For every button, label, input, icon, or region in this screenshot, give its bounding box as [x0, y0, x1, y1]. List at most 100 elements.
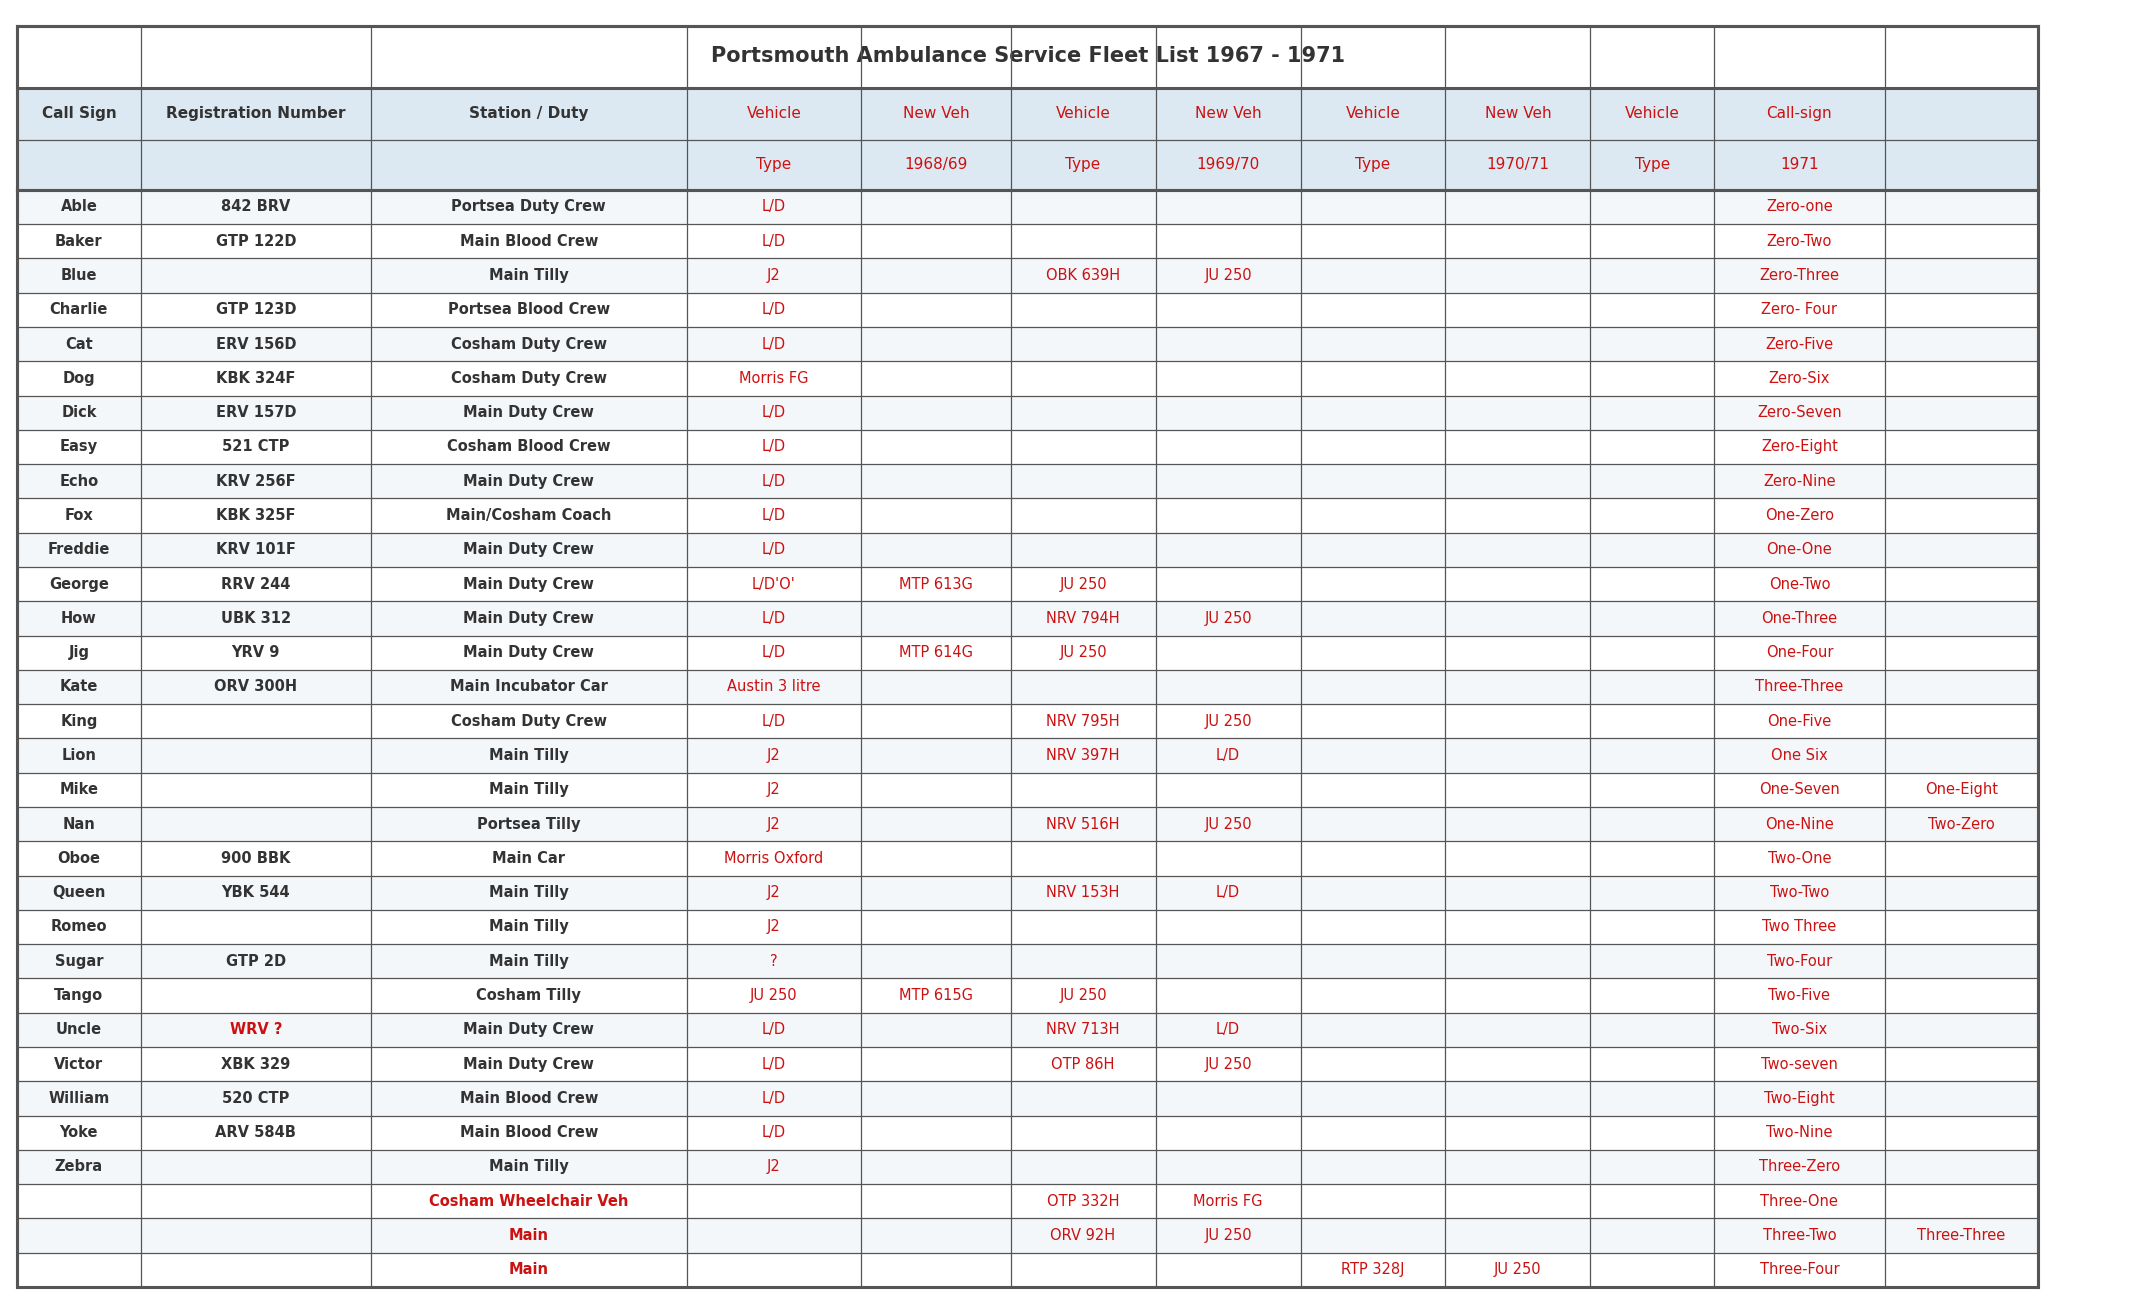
Text: Main Duty Crew: Main Duty Crew [463, 1057, 595, 1071]
Text: J2: J2 [768, 1160, 780, 1174]
Text: Jig: Jig [68, 645, 90, 660]
Text: J2: J2 [768, 747, 780, 763]
Text: Main Blood Crew: Main Blood Crew [461, 1091, 597, 1106]
Text: L/D: L/D [761, 473, 787, 489]
Text: L/D: L/D [761, 303, 787, 317]
Text: L/D: L/D [761, 542, 787, 558]
Text: Two-seven: Two-seven [1761, 1057, 1838, 1071]
Bar [17, 395, 2038, 430]
Text: Main Duty Crew: Main Duty Crew [463, 473, 595, 489]
Text: Vehicle: Vehicle [746, 105, 802, 121]
Text: Morris Oxford: Morris Oxford [725, 852, 823, 866]
Text: Three-Three: Three-Three [1917, 1228, 2006, 1243]
Text: Two-Two: Two-Two [1770, 885, 1829, 900]
Text: 1970/71: 1970/71 [1486, 156, 1550, 172]
Text: L/D: L/D [761, 337, 787, 351]
Text: YBK 544: YBK 544 [222, 885, 290, 900]
Text: Main Tilly: Main Tilly [488, 747, 569, 763]
Text: Main Duty Crew: Main Duty Crew [463, 645, 595, 660]
Text: Main Duty Crew: Main Duty Crew [463, 577, 595, 592]
Text: Two-Five: Two-Five [1767, 988, 1831, 1004]
Text: ERV 156D: ERV 156D [215, 337, 296, 351]
Text: Call-sign: Call-sign [1767, 105, 1831, 121]
Text: Portsmouth Ambulance Service Fleet List 1967 - 1971: Portsmouth Ambulance Service Fleet List … [710, 46, 1345, 66]
Text: Main Duty Crew: Main Duty Crew [463, 1022, 595, 1037]
Text: Easy: Easy [60, 439, 98, 455]
Text: How: How [62, 611, 96, 625]
Text: XBK 329: XBK 329 [222, 1057, 290, 1071]
Text: L/D: L/D [761, 714, 787, 729]
Bar [17, 464, 2038, 498]
Text: Freddie: Freddie [47, 542, 111, 558]
Text: ?: ? [770, 954, 778, 968]
Text: Main Tilly: Main Tilly [488, 783, 569, 797]
Text: JU 250: JU 250 [1205, 268, 1251, 283]
Text: NRV 713H: NRV 713H [1047, 1022, 1119, 1037]
Text: ARV 584B: ARV 584B [215, 1126, 296, 1140]
Text: One-One: One-One [1767, 542, 1831, 558]
Bar [17, 88, 2038, 190]
Text: NRV 794H: NRV 794H [1047, 611, 1119, 625]
Text: Queen: Queen [51, 885, 107, 900]
Text: Three-Two: Three-Two [1763, 1228, 1836, 1243]
Text: Austin 3 litre: Austin 3 litre [727, 680, 821, 694]
Text: UBK 312: UBK 312 [222, 611, 290, 625]
Text: Main Tilly: Main Tilly [488, 919, 569, 935]
Text: J2: J2 [768, 816, 780, 832]
Bar [17, 601, 2038, 636]
Text: Uncle: Uncle [55, 1022, 102, 1037]
Text: 520 CTP: 520 CTP [222, 1091, 290, 1106]
Text: One-Five: One-Five [1767, 714, 1831, 729]
Text: JU 250: JU 250 [1205, 611, 1251, 625]
Text: Main Tilly: Main Tilly [488, 954, 569, 968]
Text: Type: Type [1066, 156, 1100, 172]
Text: Cat: Cat [64, 337, 94, 351]
Text: Portsea Duty Crew: Portsea Duty Crew [452, 199, 605, 215]
Text: L/D: L/D [761, 199, 787, 215]
Text: Vehicle: Vehicle [1625, 105, 1680, 121]
Text: Romeo: Romeo [51, 919, 107, 935]
Text: L/D: L/D [1215, 885, 1241, 900]
Text: Two-Four: Two-Four [1767, 954, 1831, 968]
Text: Tango: Tango [53, 988, 104, 1004]
Text: Main Tilly: Main Tilly [488, 268, 569, 283]
Text: Three-Four: Three-Four [1759, 1262, 1840, 1278]
Text: L/D: L/D [761, 439, 787, 455]
Bar [17, 876, 2038, 910]
Text: 1969/70: 1969/70 [1196, 156, 1260, 172]
Text: One-Seven: One-Seven [1759, 783, 1840, 797]
Text: KBK 325F: KBK 325F [215, 508, 296, 523]
Text: New Veh: New Veh [1194, 105, 1262, 121]
Text: Main/Cosham Coach: Main/Cosham Coach [446, 508, 612, 523]
Text: OTP 332H: OTP 332H [1047, 1193, 1119, 1209]
Text: Zero-Five: Zero-Five [1765, 337, 1834, 351]
Text: Zero-one: Zero-one [1765, 199, 1834, 215]
Text: Type: Type [1356, 156, 1390, 172]
Bar [17, 1149, 2038, 1184]
Text: YRV 9: YRV 9 [232, 645, 279, 660]
Text: Zero-Eight: Zero-Eight [1761, 439, 1838, 455]
Text: Nan: Nan [62, 816, 96, 832]
Text: NRV 397H: NRV 397H [1047, 747, 1119, 763]
Text: One-Eight: One-Eight [1925, 783, 1998, 797]
Text: GTP 2D: GTP 2D [226, 954, 286, 968]
Text: Main Car: Main Car [492, 852, 565, 866]
Text: Two-Eight: Two-Eight [1763, 1091, 1836, 1106]
Text: NRV 516H: NRV 516H [1047, 816, 1119, 832]
Bar [17, 944, 2038, 979]
Text: J2: J2 [768, 885, 780, 900]
Text: MTP 615G: MTP 615G [900, 988, 972, 1004]
Bar [17, 738, 2038, 772]
Text: Type: Type [757, 156, 791, 172]
Text: RTP 328J: RTP 328J [1341, 1262, 1405, 1278]
Text: 521 CTP: 521 CTP [222, 439, 290, 455]
Text: Two-Six: Two-Six [1772, 1022, 1827, 1037]
Text: Sugar: Sugar [55, 954, 102, 968]
Text: Able: Able [60, 199, 98, 215]
Text: Call Sign: Call Sign [41, 105, 117, 121]
Text: Zebra: Zebra [55, 1160, 102, 1174]
Text: Main: Main [510, 1228, 548, 1243]
Text: JU 250: JU 250 [1205, 816, 1251, 832]
Text: L/D: L/D [761, 1057, 787, 1071]
Bar [17, 190, 2038, 224]
